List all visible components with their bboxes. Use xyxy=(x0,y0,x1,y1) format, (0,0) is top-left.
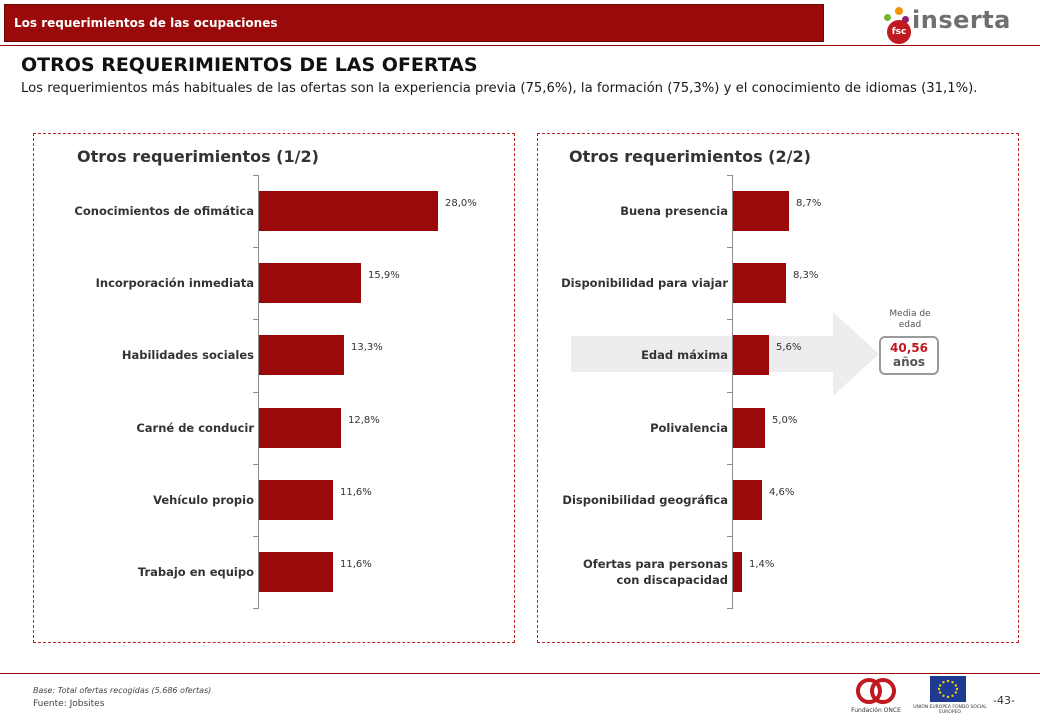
chart-1-category-label: Vehículo propio xyxy=(153,493,254,507)
chart-2-tick xyxy=(727,319,733,320)
chart-2-title: Otros requerimientos (2/2) xyxy=(569,147,811,166)
chart-panel-1 xyxy=(33,133,515,643)
once-caption: Fundación ONCE xyxy=(851,707,901,714)
chart-2-bar xyxy=(733,552,742,592)
chart-1-bar xyxy=(259,263,361,303)
chart-1-category-label: Incorporación inmediata xyxy=(95,276,254,290)
chart-panel-2 xyxy=(537,133,1019,643)
chart-1-tick xyxy=(253,464,259,465)
chart-2-value-label: 8,7% xyxy=(796,198,822,209)
chart-2-tick xyxy=(727,175,733,176)
chart-2-bar xyxy=(733,335,769,375)
chart-1-tick xyxy=(253,608,259,609)
callout-unit: años xyxy=(892,355,926,369)
fundacion-once-logo: Fundación ONCE xyxy=(848,676,904,720)
chart-1-value-label: 28,0% xyxy=(445,198,477,209)
chart-2-bar xyxy=(733,191,789,231)
header-rule xyxy=(0,45,1040,46)
chart-2-tick xyxy=(727,608,733,609)
chart-2-category-label: Polivalencia xyxy=(650,421,728,435)
chart-2-value-label: 8,3% xyxy=(793,270,819,281)
chart-1-tick xyxy=(253,536,259,537)
chart-2-category-label: Disponibilidad geográfica xyxy=(562,493,728,507)
chart-2-value-label: 1,4% xyxy=(749,559,775,570)
chart-1-value-label: 12,8% xyxy=(348,415,380,426)
chart-1-bar xyxy=(259,335,344,375)
eu-caption: UNIÓN EUROPEA FONDO SOCIAL EUROPEO xyxy=(913,705,987,715)
chart-2-category-label: Disponibilidad para viajar xyxy=(561,276,728,290)
chart-1-tick xyxy=(253,392,259,393)
page-title: OTROS REQUERIMIENTOS DE LAS OFERTAS xyxy=(21,54,478,76)
highlight-arrow xyxy=(571,312,879,396)
chart-1-bar xyxy=(259,552,333,592)
chart-1-axis xyxy=(258,175,259,608)
chart-1-title: Otros requerimientos (1/2) xyxy=(77,147,319,166)
eu-flag-icon xyxy=(930,676,966,702)
once-rings-icon xyxy=(856,678,896,704)
chart-2-axis xyxy=(732,175,733,608)
chart-2-tick xyxy=(727,464,733,465)
chart-1-bar xyxy=(259,408,341,448)
chart-2-category-label: Buena presencia xyxy=(620,204,728,218)
footer-rule xyxy=(0,673,1040,674)
eu-logo: UNIÓN EUROPEA FONDO SOCIAL EUROPEO xyxy=(912,676,988,720)
callout-value: 40,56 xyxy=(890,341,928,355)
chart-2-tick xyxy=(727,536,733,537)
chart-1-tick xyxy=(253,247,259,248)
chart-1-bar xyxy=(259,480,333,520)
chart-2-value-label: 5,6% xyxy=(776,342,802,353)
footnote-base: Base: Total ofertas recogidas (5.686 ofe… xyxy=(33,686,212,695)
chart-2-bar xyxy=(733,408,765,448)
chart-1-value-label: 11,6% xyxy=(340,559,372,570)
section-title: Los requerimientos de las ocupaciones xyxy=(14,16,278,30)
logo-dot-purple xyxy=(902,16,909,23)
chart-2-bar xyxy=(733,480,762,520)
chart-2-value-label: 4,6% xyxy=(769,487,795,498)
chart-1-tick xyxy=(253,175,259,176)
section-header-bar: Los requerimientos de las ocupaciones xyxy=(4,4,824,42)
logo-dot-green xyxy=(884,14,891,21)
callout-badge: 40,56 años xyxy=(879,336,939,375)
chart-1-value-label: 15,9% xyxy=(368,270,400,281)
callout-caption: Media de edad xyxy=(889,309,931,330)
chart-1-category-label: Trabajo en equipo xyxy=(137,565,254,579)
footnote-source: Fuente: Jobsites xyxy=(33,699,105,709)
chart-1-value-label: 13,3% xyxy=(351,342,383,353)
chart-1-category-label: Conocimientos de ofimática xyxy=(74,204,254,218)
page-number: -43- xyxy=(993,694,1015,707)
intro-paragraph: Los requerimientos más habituales de las… xyxy=(21,81,978,96)
chart-2-tick xyxy=(727,247,733,248)
chart-2-category-label: Edad máxima xyxy=(641,348,728,362)
chart-2-category-label: Ofertas para personas con discapacidad xyxy=(582,557,728,587)
chart-2-bar xyxy=(733,263,786,303)
chart-2-tick xyxy=(727,392,733,393)
chart-1-value-label: 11,6% xyxy=(340,487,372,498)
chart-1-category-label: Carné de conducir xyxy=(136,421,254,435)
chart-1-bar xyxy=(259,191,438,231)
chart-1-tick xyxy=(253,319,259,320)
logo-wordmark: inserta xyxy=(912,6,1011,34)
chart-2-value-label: 5,0% xyxy=(772,415,798,426)
logo-dot-orange xyxy=(895,7,903,15)
logo-fsc-mark: fsc xyxy=(887,20,911,44)
inserta-logo: fsc inserta xyxy=(884,4,1010,48)
chart-1-category-label: Habilidades sociales xyxy=(121,348,254,362)
